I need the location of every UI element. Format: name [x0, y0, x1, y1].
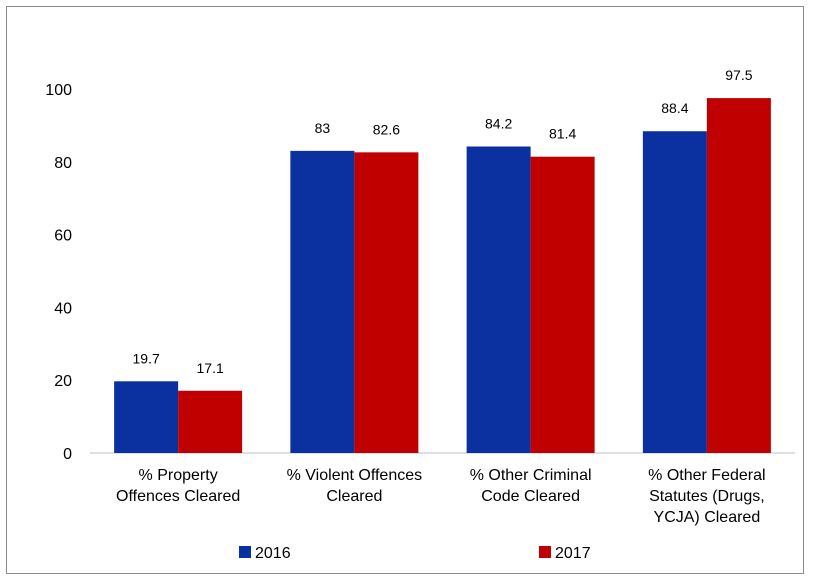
bar-2016-2 [466, 146, 531, 453]
x-tick-label-0: % Property [139, 467, 218, 484]
bar-2017-0 [178, 390, 243, 453]
y-tick-label: 60 [54, 228, 72, 245]
x-tick-label-3: Statutes (Drugs, [649, 488, 765, 505]
bar-2016-0 [114, 381, 179, 453]
y-tick-label: 40 [54, 300, 72, 317]
bar-2017-2 [530, 156, 595, 454]
labels-layer: 19.7 17.1 % Property Offences Cleared 83 82.6… [116, 67, 766, 526]
bar-2016-3 [642, 131, 707, 453]
y-tick-label: 20 [54, 373, 72, 390]
y-tick-label: 0 [63, 446, 72, 463]
data-label-2017-0: 17.1 [197, 360, 224, 376]
y-tick-label: 100 [45, 82, 72, 99]
bars-layer [114, 98, 771, 454]
data-label-2016-1: 83 [315, 120, 331, 136]
data-label-2017-3: 97.5 [725, 67, 752, 83]
data-label-2017-2: 81.4 [549, 126, 576, 142]
bar-2016-1 [290, 150, 355, 453]
x-tick-label-1: % Violent Offences [287, 467, 423, 484]
legend-label-2016: 2016 [255, 545, 291, 562]
data-label-2016-0: 19.7 [133, 350, 160, 366]
x-tick-label-3: YCJA) Cleared [654, 509, 761, 526]
legend-swatch-2016 [239, 546, 251, 558]
legend-swatch-2017 [539, 546, 551, 558]
data-label-2016-2: 84.2 [485, 116, 512, 132]
data-label-2017-1: 82.6 [373, 121, 400, 137]
legend-label-2017: 2017 [555, 545, 591, 562]
x-tick-label-3: % Other Federal [648, 467, 765, 484]
x-tick-label-1: Cleared [326, 488, 382, 505]
legend: 2016 2017 [239, 545, 591, 562]
x-tick-label-0: Offences Cleared [116, 488, 240, 505]
y-tick-label: 80 [54, 155, 72, 172]
bar-2017-3 [706, 98, 771, 453]
x-tick-label-2: Code Cleared [481, 488, 580, 505]
bar-2017-1 [354, 152, 419, 453]
x-tick-label-2: % Other Criminal [470, 467, 592, 484]
data-label-2016-3: 88.4 [661, 100, 688, 116]
